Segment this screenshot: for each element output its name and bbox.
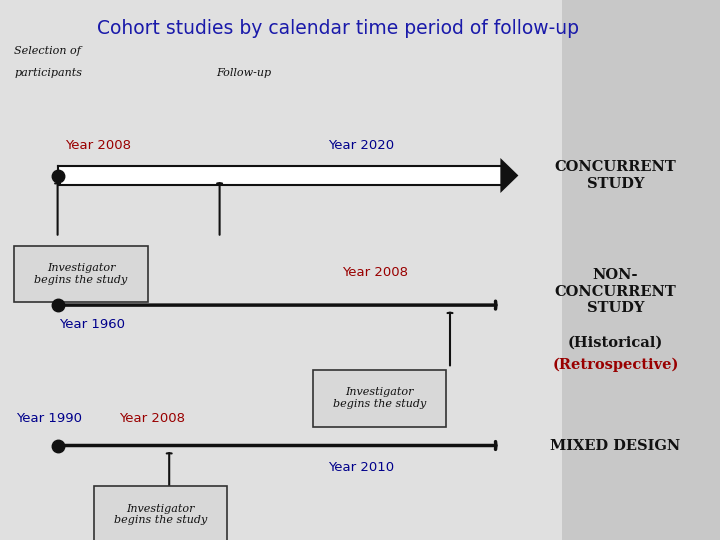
Text: Year 2008: Year 2008 — [342, 266, 408, 279]
FancyBboxPatch shape — [58, 166, 500, 185]
Text: Cohort studies by calendar time period of follow-up: Cohort studies by calendar time period o… — [97, 19, 580, 38]
Text: NON-
CONCURRENT
STUDY: NON- CONCURRENT STUDY — [554, 268, 677, 315]
FancyBboxPatch shape — [313, 370, 446, 427]
Text: Year 1990: Year 1990 — [16, 412, 82, 425]
Text: participants: participants — [14, 68, 82, 78]
Text: CONCURRENT
STUDY: CONCURRENT STUDY — [554, 160, 677, 191]
Text: Selection of: Selection of — [14, 46, 81, 56]
Text: Year 2020: Year 2020 — [328, 139, 394, 152]
Text: MIXED DESIGN: MIXED DESIGN — [551, 438, 680, 453]
Text: Year 2010: Year 2010 — [328, 461, 394, 474]
Text: Investigator
begins the study: Investigator begins the study — [333, 388, 426, 409]
Text: Follow-up: Follow-up — [216, 68, 271, 78]
FancyBboxPatch shape — [14, 246, 148, 302]
FancyBboxPatch shape — [94, 486, 227, 540]
Text: Investigator
begins the study: Investigator begins the study — [114, 503, 207, 525]
Text: Year 2008: Year 2008 — [65, 139, 131, 152]
Text: Investigator
begins the study: Investigator begins the study — [35, 263, 127, 285]
Text: (Historical): (Historical) — [568, 336, 663, 350]
FancyBboxPatch shape — [0, 0, 562, 540]
Text: Year 2008: Year 2008 — [119, 412, 185, 425]
Polygon shape — [500, 158, 518, 193]
Text: (Retrospective): (Retrospective) — [552, 357, 679, 372]
Text: Year 1960: Year 1960 — [59, 318, 125, 330]
